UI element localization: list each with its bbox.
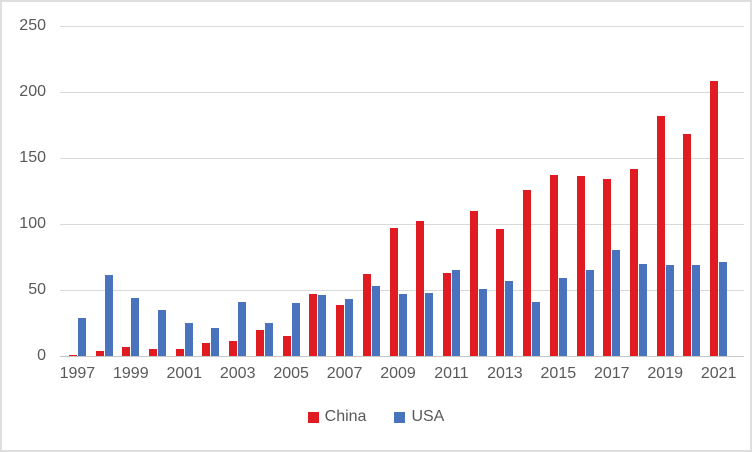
legend: China USA [2, 408, 750, 426]
bar-china-1999 [122, 346, 131, 356]
y-tick-label: 0 [37, 347, 46, 364]
x-tick-label: 2003 [219, 365, 256, 382]
bar-china-2017 [603, 179, 612, 356]
bar-china-1998 [95, 350, 104, 356]
bar-usa-2004 [264, 323, 273, 356]
bar-usa-2014 [532, 301, 541, 356]
bar-usa-2017 [612, 250, 621, 356]
legend-label-usa: USA [411, 408, 445, 425]
legend-item-china: China [307, 408, 367, 426]
bar-china-2001 [175, 349, 184, 356]
bar-usa-2002 [211, 328, 220, 356]
bar-china-2007 [336, 304, 345, 356]
bar-usa-2011 [451, 270, 460, 356]
x-tick-label: 2005 [273, 365, 309, 382]
bar-usa-2007 [345, 299, 354, 356]
gridline [60, 290, 744, 291]
bar-china-2009 [389, 227, 398, 356]
bar-china-2008 [362, 274, 371, 356]
bar-china-2019 [656, 115, 665, 356]
bar-china-2016 [576, 176, 585, 356]
legend-label-china: China [324, 408, 367, 425]
bar-usa-2005 [291, 303, 300, 356]
x-tick-label: 2001 [166, 365, 203, 382]
y-tick-label: 200 [19, 83, 46, 100]
bar-usa-2003 [238, 301, 247, 356]
bar-usa-2016 [585, 270, 594, 356]
bar-usa-2020 [692, 264, 701, 356]
gridline [60, 26, 744, 27]
bar-china-2013 [496, 229, 505, 356]
bar-china-2006 [309, 293, 318, 356]
x-tick-label: 2007 [326, 365, 363, 382]
x-axis-line [60, 356, 744, 357]
bar-usa-2013 [505, 280, 514, 356]
bar-usa-1998 [104, 275, 113, 356]
x-tick-label: 2015 [540, 365, 577, 382]
bar-usa-2021 [719, 262, 728, 356]
bar-china-2020 [683, 134, 692, 356]
legend-swatch-usa-icon [394, 411, 406, 423]
x-tick-label: 2011 [434, 365, 469, 382]
bar-china-2004 [255, 329, 264, 356]
bar-china-2014 [523, 189, 532, 356]
gridline [60, 158, 744, 159]
x-tick-label: 2013 [487, 365, 523, 382]
bar-usa-2009 [398, 293, 407, 356]
legend-swatch-china-icon [307, 411, 319, 423]
x-tick-label: 1999 [113, 365, 149, 382]
y-tick-label: 250 [19, 17, 46, 34]
legend-item-usa: USA [394, 408, 444, 426]
bar-china-2005 [282, 336, 291, 356]
bar-china-2003 [229, 341, 238, 356]
bar-usa-2008 [371, 286, 380, 356]
bar-usa-1997 [77, 317, 86, 356]
bar-usa-2000 [158, 309, 167, 356]
y-tick-label: 150 [19, 149, 46, 166]
bar-china-2021 [710, 81, 719, 356]
bar-usa-2010 [425, 292, 434, 356]
bar-usa-2019 [665, 264, 674, 356]
x-tick-label: 2021 [700, 365, 737, 382]
bar-china-2011 [442, 272, 451, 356]
bar-usa-2015 [558, 278, 567, 356]
x-tick-label: 2017 [593, 365, 630, 382]
bar-usa-2006 [318, 295, 327, 356]
bar-china-2010 [416, 221, 425, 356]
gridline [60, 92, 744, 93]
bar-china-1997 [68, 354, 77, 356]
bar-china-2002 [202, 342, 211, 356]
y-tick-label: 50 [28, 281, 46, 298]
x-tick-label: 1997 [59, 365, 96, 382]
x-tick-label: 2019 [647, 365, 683, 382]
x-tick-label: 2009 [380, 365, 416, 382]
bar-china-2018 [629, 168, 638, 356]
y-tick-label: 100 [19, 215, 46, 232]
bar-china-2000 [149, 349, 158, 356]
bar-usa-2001 [184, 323, 193, 356]
bar-usa-1999 [131, 297, 140, 356]
bar-usa-2012 [478, 288, 487, 356]
gridline [60, 224, 744, 225]
bar-china-2015 [549, 175, 558, 356]
bar-usa-2018 [638, 263, 647, 356]
bar-china-2012 [469, 210, 478, 356]
